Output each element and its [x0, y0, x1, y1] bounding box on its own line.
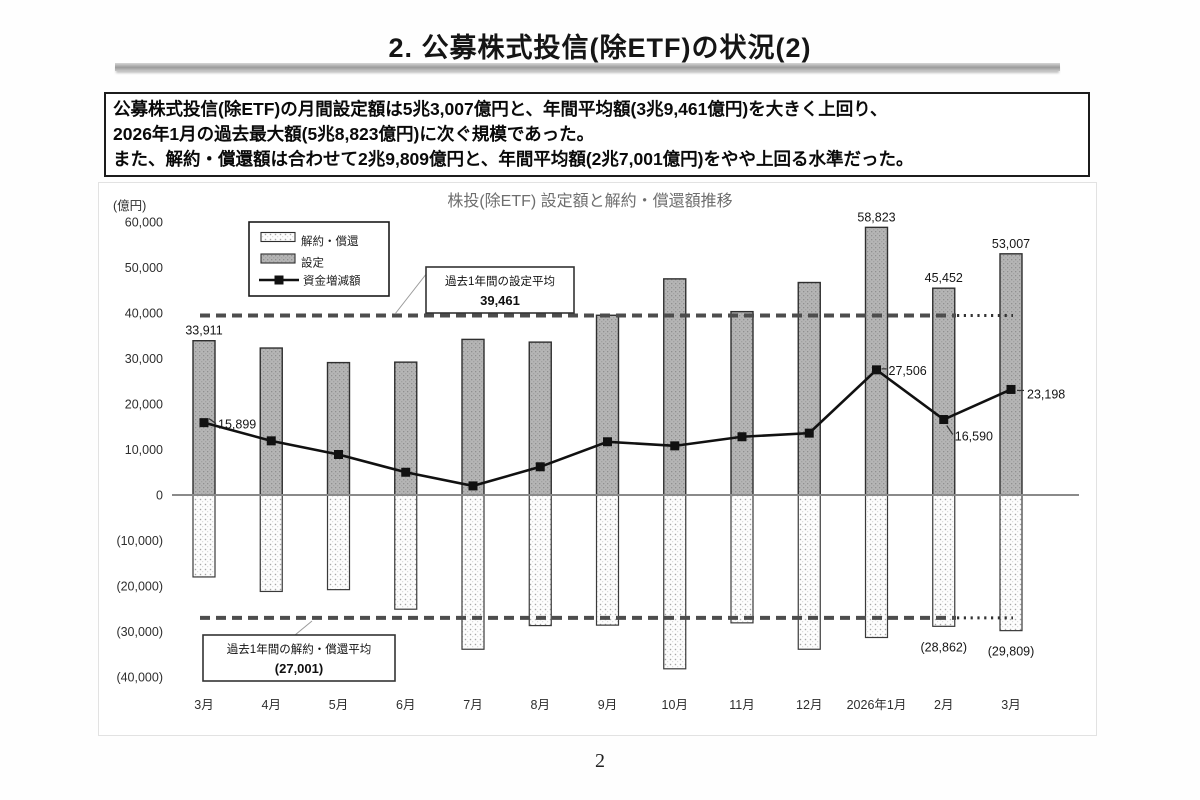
- net-marker: [535, 462, 545, 472]
- settei-bar: [461, 338, 485, 496]
- kaiyaku-value-label: (28,862): [920, 640, 967, 654]
- y-tick-label: 0: [156, 489, 163, 503]
- avg-redemption-box: [202, 634, 396, 682]
- x-tick-label: 10月: [662, 698, 688, 712]
- net-value-label: 23,198: [1027, 387, 1065, 401]
- y-tick-label: (20,000): [116, 580, 163, 594]
- x-tick-label: 11月: [729, 698, 754, 712]
- net-marker: [939, 415, 949, 425]
- legend-swatch-settei: [260, 253, 296, 264]
- y-tick-label: 60,000: [125, 216, 163, 230]
- kaiyaku-bar: [528, 494, 552, 627]
- net-marker: [804, 428, 814, 438]
- y-tick-label: 40,000: [125, 307, 163, 321]
- kaiyaku-bar: [999, 494, 1023, 632]
- kaiyaku-bar: [192, 494, 216, 578]
- net-marker: [266, 436, 276, 446]
- kaiyaku-bar: [461, 494, 485, 650]
- settei-bar: [259, 347, 283, 496]
- net-label-connector: [946, 425, 954, 435]
- net-value-label: 27,506: [889, 364, 927, 378]
- summary-line-3: また、解約・償還額は合わせて2兆9,809億円と、年間平均額(2兆7,001億円…: [113, 149, 914, 169]
- avg-setting-box: [425, 266, 575, 314]
- legend-label-kaiyaku: 解約・償還: [301, 234, 359, 248]
- chart: (億円) 株投(除ETF) 設定額と解約・償還額推移 60,000 50,000 40,…: [98, 182, 1097, 736]
- settei-bar: [528, 341, 552, 496]
- y-tick-label: 10,000: [125, 443, 163, 457]
- summary-text-box: 公募株式投信(除ETF)の月間設定額は5兆3,007億円と、年間平均額(3兆9,…: [104, 92, 1090, 177]
- kaiyaku-bar: [730, 494, 754, 624]
- net-value-label: 16,590: [955, 430, 993, 444]
- settei-bar: [864, 226, 889, 496]
- x-tick-label: 3月: [194, 698, 213, 712]
- y-tick-label: (30,000): [116, 625, 163, 639]
- y-axis-unit-label: (億円): [113, 199, 146, 213]
- legend-label-settei: 設定: [301, 256, 324, 270]
- avg-setting-box-pointer: [394, 272, 428, 315]
- x-tick-label: 2026年1月: [847, 698, 907, 712]
- net-value-label: 15,899: [218, 418, 256, 432]
- kaiyaku-bar: [259, 494, 283, 593]
- legend-label-net: 資金増減額: [303, 274, 361, 288]
- kaiyaku-bar: [932, 494, 956, 627]
- x-tick-label: 7月: [463, 698, 482, 712]
- settei-bar: [999, 253, 1023, 496]
- settei-bar: [326, 361, 351, 496]
- net-marker: [199, 418, 209, 428]
- kaiyaku-bar: [595, 494, 620, 626]
- kaiyaku-value-label: (29,809): [988, 645, 1035, 659]
- kaiyaku-bar: [394, 494, 418, 610]
- avg-setting-box-value: 39,461: [480, 293, 520, 308]
- avg-redemption-box-pointer: [294, 620, 313, 636]
- y-tick-label: 20,000: [125, 398, 163, 412]
- summary-line-1: 公募株式投信(除ETF)の月間設定額は5兆3,007億円と、年間平均額(3兆9,…: [113, 99, 888, 119]
- legend-marker-net: [274, 275, 284, 285]
- settei-bar: [932, 287, 956, 496]
- net-marker: [603, 437, 612, 447]
- net-marker: [401, 467, 411, 477]
- x-tick-label: 8月: [531, 698, 550, 712]
- net-marker: [872, 365, 881, 375]
- kaiyaku-bar: [797, 494, 821, 650]
- kaiyaku-bar: [663, 494, 687, 670]
- y-tick-label: (10,000): [116, 534, 163, 548]
- x-tick-label: 4月: [262, 698, 281, 712]
- page-title: 2. 公募株式投信(除ETF)の状況(2): [388, 33, 812, 63]
- x-tick-label: 2月: [934, 698, 953, 712]
- x-tick-label: 3月: [1001, 698, 1020, 712]
- chart-title: 株投(除ETF) 設定額と解約・償還額推移: [447, 192, 732, 210]
- net-marker: [468, 481, 478, 491]
- x-tick-label: 9月: [598, 698, 617, 712]
- avg-setting-box-label: 過去1年間の設定平均: [445, 274, 555, 288]
- title-underline-rule: [115, 63, 1060, 71]
- x-tick-label: 12月: [796, 698, 822, 712]
- legend-swatch-kaiyaku: [260, 231, 296, 243]
- x-tick-label: 5月: [329, 698, 348, 712]
- settei-value-label: 53,007: [992, 237, 1030, 251]
- settei-bar: [595, 314, 620, 496]
- net-marker: [334, 450, 343, 460]
- settei-bar: [663, 278, 687, 496]
- settei-value-label: 58,823: [857, 210, 895, 224]
- avg-redemption-box-label: 過去1年間の解約・償還平均: [227, 642, 371, 656]
- kaiyaku-bar: [326, 494, 351, 591]
- page-number: 2: [595, 750, 605, 772]
- settei-value-label: 33,911: [185, 324, 222, 338]
- settei-value-label: 45,452: [925, 271, 963, 285]
- summary-line-2: 2026年1月の過去最大額(5兆8,823億円)に次ぐ規模であった。: [113, 124, 595, 144]
- net-label-connector: [208, 418, 217, 425]
- y-tick-label: 30,000: [125, 352, 163, 366]
- y-tick-label: 50,000: [125, 261, 163, 275]
- net-marker: [1006, 384, 1016, 394]
- settei-bar: [192, 340, 216, 496]
- net-marker: [670, 441, 680, 451]
- combo-chart-svg: (億円) 株投(除ETF) 設定額と解約・償還額推移 60,000 50,000 40,…: [113, 192, 1079, 712]
- avg-redemption-box-value: (27,001): [275, 661, 323, 676]
- net-marker: [737, 432, 747, 442]
- x-tick-label: 6月: [396, 698, 415, 712]
- settei-bar: [730, 310, 754, 496]
- y-tick-label: (40,000): [116, 671, 163, 685]
